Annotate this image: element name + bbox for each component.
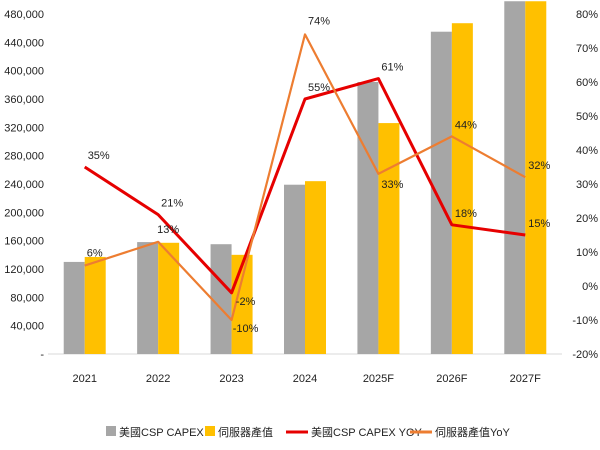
data-label: 13% — [157, 224, 179, 236]
data-label: 6% — [87, 248, 103, 260]
axes-layer: - 40,000 80,000 120,000 160,000 200,000 240,00… — [4, 9, 598, 385]
y-right-tick-label: 80% — [576, 9, 598, 21]
bars-layer — [63, 1, 547, 354]
line-server-value-yoy — [84, 33, 526, 322]
y-left-tick-label: 80,000 — [10, 292, 44, 304]
legend-label: 伺服器產值YoY — [435, 425, 510, 439]
data-label: 21% — [161, 198, 183, 210]
y-right-tick-label: 70% — [576, 43, 598, 55]
data-label: 61% — [381, 62, 403, 74]
y-left-tick-label: 200,000 — [4, 207, 44, 219]
data-label: -10% — [233, 323, 259, 335]
legend: 美國CSP CAPEX 伺服器產值 美國CSP CAPEX YOY 伺服器產值YoY — [106, 425, 510, 439]
y-right-tick-label: -10% — [572, 315, 598, 327]
y-right-tick-label: 0% — [582, 281, 598, 293]
y-left-tick-label: 440,000 — [4, 37, 44, 49]
x-tick-label: 2021 — [72, 373, 96, 385]
bar-csp-capex — [357, 82, 379, 354]
data-label: 44% — [455, 119, 477, 131]
y-right-tick-label: 10% — [576, 247, 598, 259]
lines-layer — [83, 33, 526, 322]
y-left-tick-label: 400,000 — [4, 66, 44, 78]
y-left-tick-label: 360,000 — [4, 94, 44, 106]
y-right-tick-label: 60% — [576, 77, 598, 89]
x-tick-label: 2025F — [363, 373, 394, 385]
legend-label: 美國CSP CAPEX YOY — [311, 426, 423, 439]
x-tick-label: 2026F — [436, 373, 467, 385]
bar-csp-capex — [63, 261, 85, 354]
y-left-tick-label: 480,000 — [4, 9, 44, 21]
data-label: 35% — [88, 150, 110, 162]
bar-csp-capex — [430, 31, 452, 354]
legend-swatch — [106, 426, 116, 436]
x-tick-label: 2023 — [219, 373, 243, 385]
bar-server-value — [378, 123, 400, 354]
legend-label: 美國CSP CAPEX — [119, 426, 204, 439]
y-left-tick-label: 120,000 — [4, 264, 44, 276]
y-right-tick-label: 20% — [576, 213, 598, 225]
bar-csp-capex — [284, 184, 305, 354]
data-label: 15% — [528, 218, 550, 230]
bar-server-value — [305, 181, 326, 354]
data-label: -2% — [236, 296, 256, 308]
y-right-tick-label: 50% — [576, 111, 598, 123]
y-left-tick-label: 240,000 — [4, 179, 44, 191]
y-left-tick-label: - — [40, 349, 44, 361]
x-tick-label: 2027F — [510, 373, 541, 385]
x-tick-label: 2024 — [293, 373, 317, 385]
data-label: 18% — [455, 208, 477, 220]
bar-csp-capex — [137, 242, 159, 354]
y-left-tick-label: 280,000 — [4, 151, 44, 163]
y-left-tick-label: 160,000 — [4, 236, 44, 248]
bar-server-value — [84, 256, 106, 354]
y-left-tick-label: 320,000 — [4, 122, 44, 134]
data-label: 55% — [308, 82, 330, 94]
bar-server-value — [158, 242, 180, 354]
y-right-tick-label: 30% — [576, 179, 598, 191]
data-labels-layer: 35% 21% -2% 55% 61% 18% 15% 6% 13% -10% 74% 33% 44% 3… — [87, 15, 551, 335]
y-right-tick-label: -20% — [572, 349, 598, 361]
data-label: 74% — [308, 15, 330, 27]
y-right-tick-label: 40% — [576, 145, 598, 157]
x-tick-label: 2022 — [146, 373, 170, 385]
bar-server-value — [525, 1, 547, 354]
legend-label: 伺服器產值 — [218, 425, 273, 439]
bar-server-value — [451, 23, 473, 354]
line-csp-capex-yoy — [83, 77, 526, 295]
bar-csp-capex — [504, 1, 526, 354]
bar-csp-capex — [210, 244, 232, 354]
data-label: 33% — [381, 179, 403, 191]
y-left-tick-label: 40,000 — [10, 321, 44, 333]
legend-swatch — [205, 426, 215, 436]
data-label: 32% — [528, 160, 550, 172]
